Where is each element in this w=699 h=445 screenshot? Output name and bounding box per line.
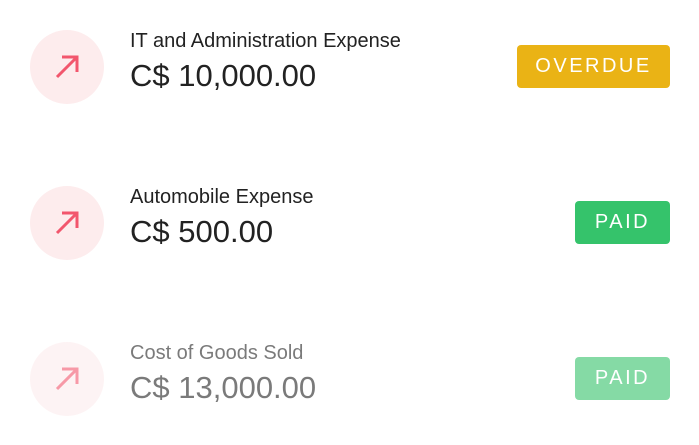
arrow-up-right-icon bbox=[30, 342, 104, 416]
list-item[interactable]: Cost of Goods Sold C$ 13,000.00 PAID bbox=[0, 312, 699, 422]
status-badge: OVERDUE bbox=[517, 45, 670, 88]
list-item[interactable]: IT and Administration Expense C$ 10,000.… bbox=[0, 0, 699, 110]
status-badge: PAID bbox=[575, 201, 670, 244]
expense-title: Cost of Goods Sold bbox=[130, 342, 304, 364]
expense-amount: C$ 10,000.00 bbox=[130, 58, 317, 93]
expense-amount: C$ 13,000.00 bbox=[130, 370, 317, 405]
arrow-up-right-icon bbox=[30, 186, 104, 260]
arrow-up-right-icon bbox=[30, 30, 104, 104]
expense-amount: C$ 500.00 bbox=[130, 214, 274, 249]
expense-title: IT and Administration Expense bbox=[130, 30, 401, 52]
expense-title: Automobile Expense bbox=[130, 186, 314, 208]
list-item[interactable]: Automobile Expense C$ 500.00 PAID bbox=[0, 156, 699, 266]
status-badge: PAID bbox=[575, 357, 670, 400]
